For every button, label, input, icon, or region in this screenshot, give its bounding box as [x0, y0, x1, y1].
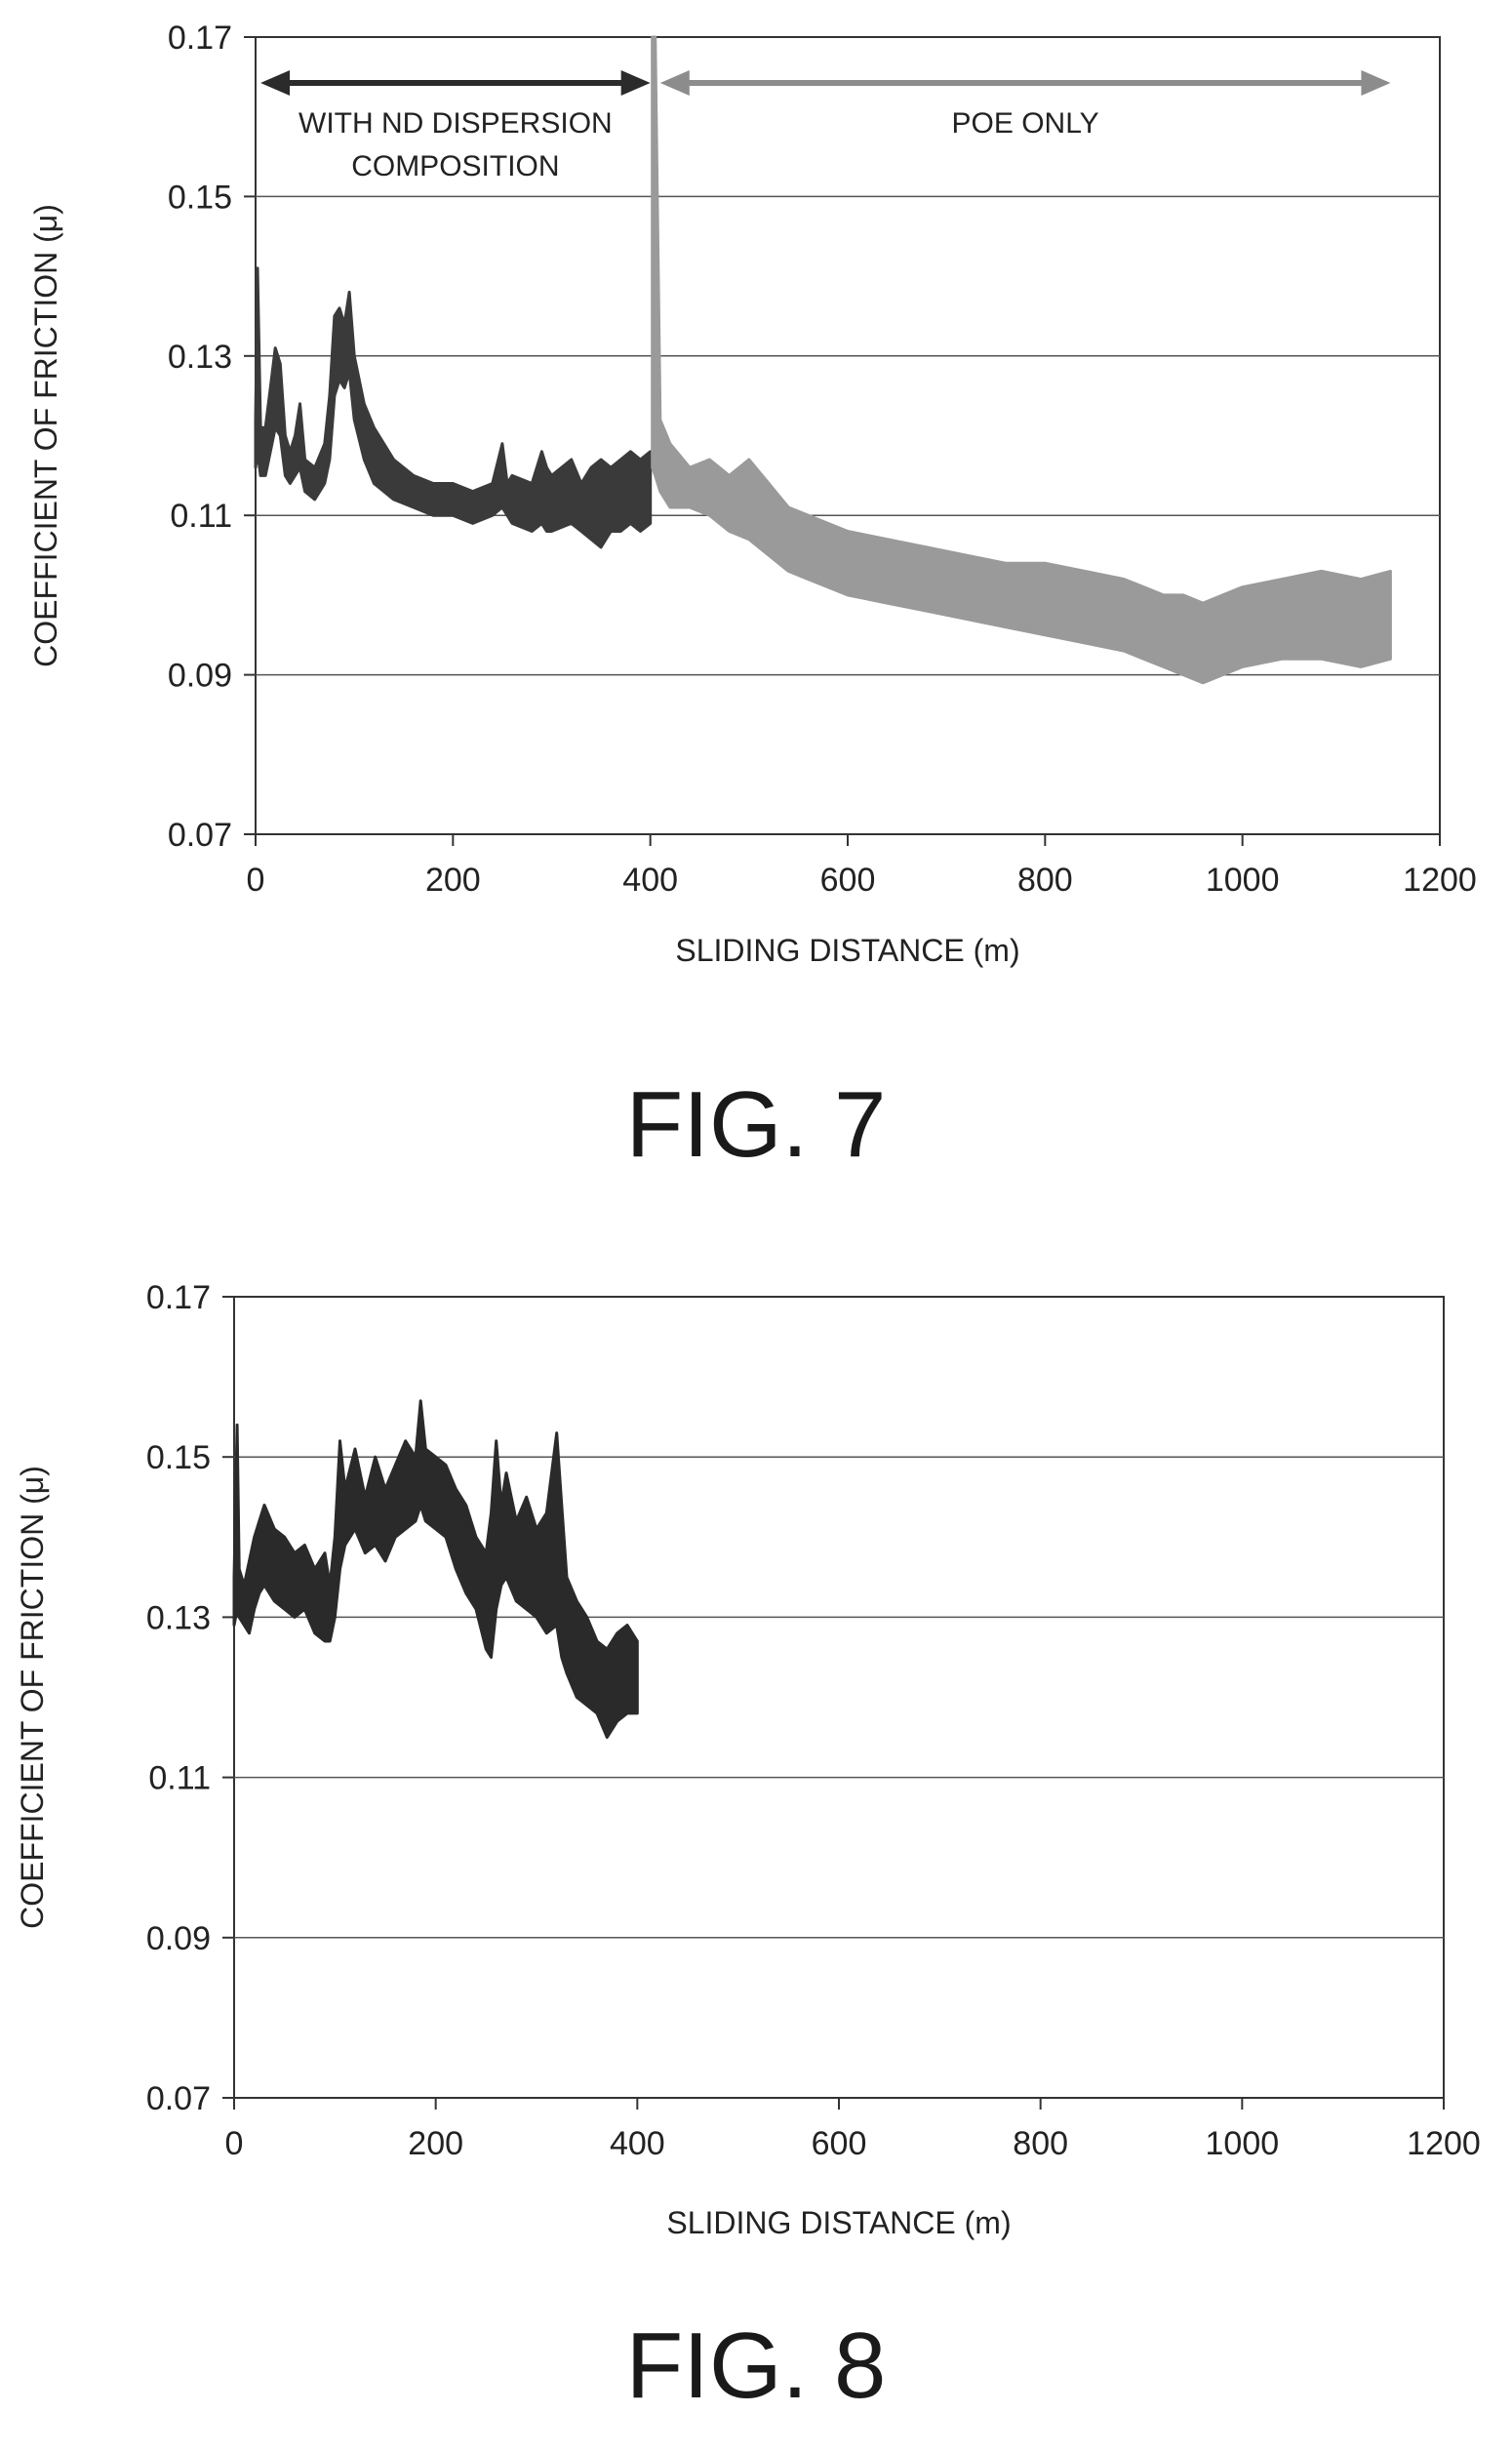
fig7-ytick-label-4: 0.15	[168, 179, 232, 216]
fig7-xtick-label-3: 600	[820, 862, 876, 899]
fig7-y-axis-label: COEFFICIENT OF FRICTION (μ)	[28, 204, 63, 667]
fig7-chart: 0.07 0.09 0.11 0.13 0.15 0.17 0 200 400 600 800 100…	[28, 20, 1477, 1177]
fig8-ytick-label-5: 0.17	[146, 1279, 211, 1316]
fig7-annotation-arrowhead-right-1	[1361, 70, 1391, 96]
fig7-ytick-label-1: 0.09	[168, 658, 232, 695]
fig7-xtick-label-1: 200	[425, 862, 481, 899]
fig7-xtick-label-5: 1000	[1206, 862, 1280, 899]
fig7-series-band-0	[254, 266, 653, 549]
fig8-ytick-label-4: 0.15	[146, 1439, 211, 1476]
fig8-ytick-label-3: 0.13	[146, 1599, 211, 1636]
fig8-xtick-label-0: 0	[225, 2125, 244, 2162]
fig8-series-band-0	[232, 1399, 639, 1739]
fig8-xtick-label-6: 1200	[1407, 2125, 1481, 2162]
fig8-chart: 0.07 0.09 0.11 0.13 0.15 0.17 0 200 400 600 800 100…	[15, 1279, 1481, 2418]
fig7-xtick-label-0: 0	[247, 862, 265, 899]
fig7-annotation-arrowhead-right-0	[620, 70, 651, 96]
fig7-series-band-1	[651, 35, 1392, 685]
fig8-xtick-label-2: 400	[610, 2125, 665, 2162]
fig7-annotation-label-1-0: POE ONLY	[952, 107, 1099, 140]
fig7-xtick-label-6: 1200	[1403, 862, 1477, 899]
fig8-xtick-label-5: 1000	[1206, 2125, 1280, 2162]
fig8-figure-label: FIG. 8	[626, 2313, 887, 2418]
fig8-y-axis-label: COEFFICIENT OF FRICTION (μ)	[15, 1466, 50, 1929]
fig7-annotation-arrowhead-left-0	[260, 70, 291, 96]
fig7-annotation-label-0-1: COMPOSITION	[351, 150, 559, 182]
fig7-x-axis-label: SLIDING DISTANCE (m)	[675, 933, 1019, 968]
fig8-xtick-label-1: 200	[408, 2125, 463, 2162]
fig7-ytick-label-0: 0.07	[168, 817, 232, 854]
fig7-ytick-label-3: 0.13	[168, 339, 232, 376]
fig7-annotation-label-0-0: WITH ND DISPERSION	[298, 107, 613, 140]
fig8-xtick-label-3: 600	[812, 2125, 867, 2162]
fig7-ytick-label-5: 0.17	[168, 20, 232, 57]
fig7-xtick-label-4: 800	[1017, 862, 1073, 899]
fig8-ytick-label-1: 0.09	[146, 1920, 211, 1957]
fig8-xtick-label-4: 800	[1013, 2125, 1068, 2162]
fig7-xtick-label-2: 400	[622, 862, 678, 899]
fig8-x-axis-label: SLIDING DISTANCE (m)	[666, 2205, 1011, 2240]
fig8-ytick-label-0: 0.07	[146, 2080, 211, 2117]
fig7-figure-label: FIG. 7	[626, 1072, 887, 1177]
fig8-plot-frame	[233, 1296, 1445, 2099]
fig8-ytick-label-2: 0.11	[148, 1760, 211, 1797]
fig7-ytick-label-2: 0.11	[170, 498, 232, 535]
fig7-annotation-arrowhead-left-1	[659, 70, 690, 96]
